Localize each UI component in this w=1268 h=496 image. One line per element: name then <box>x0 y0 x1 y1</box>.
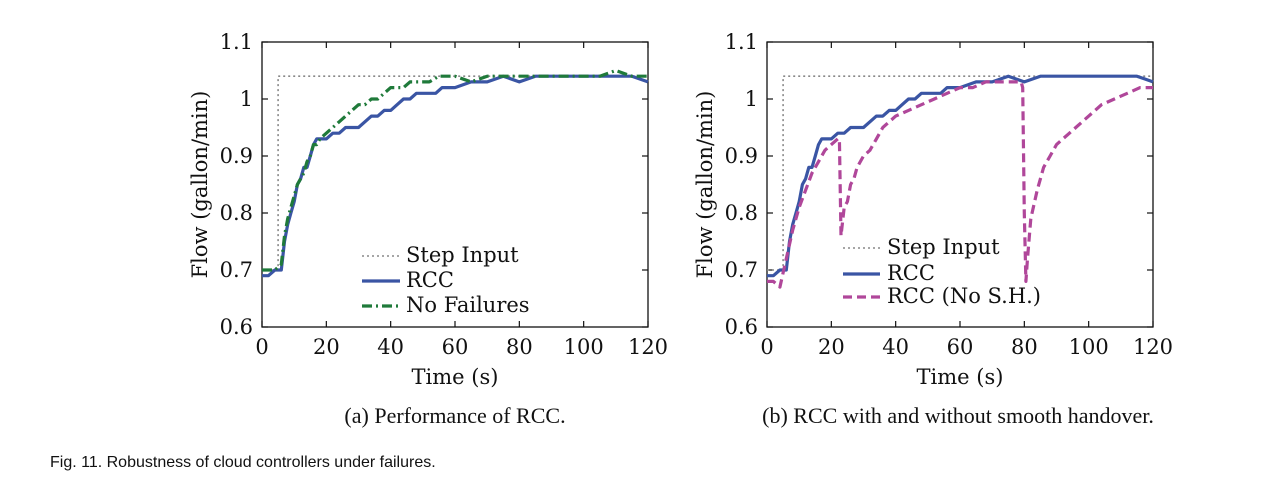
y-tick-label: 0.8 <box>725 201 758 225</box>
x-tick-label: 20 <box>818 335 845 359</box>
series-line-no-failures <box>262 68 648 272</box>
y-tick-label: 0.7 <box>220 258 253 282</box>
figure-caption: Fig. 11. Robustness of cloud controllers… <box>50 454 436 471</box>
chart-a-performance-of-rcc: 0 20 40 60 80 100 120 0.6 0.7 0.8 0.9 1 1.1 Time (s) F… <box>188 30 668 389</box>
legend-label-step-input: Step Input <box>887 235 1000 259</box>
x-tick-label: 40 <box>377 335 404 359</box>
legend-label-step-input: Step Input <box>406 243 519 267</box>
x-tick-label: 60 <box>442 335 469 359</box>
y-tick-label: 0.9 <box>725 144 758 168</box>
legend-label-rcc-no-s-h: RCC (No S.H.) <box>887 284 1041 308</box>
y-tick-label: 0.7 <box>725 258 758 282</box>
x-tick-label: 0 <box>760 335 773 359</box>
plot-frame <box>261 41 649 328</box>
x-tick-label: 100 <box>564 335 604 359</box>
x-tick-label: 120 <box>628 335 668 359</box>
legend-label-rcc: RCC <box>406 268 454 292</box>
x-axis-label: Time (s) <box>412 365 499 389</box>
series-line-rcc <box>767 74 1154 278</box>
series-line-rcc-no-s-h <box>767 80 1153 289</box>
series-line-step-input <box>262 75 648 271</box>
y-tick-label: 0.6 <box>725 315 758 339</box>
x-axis-label: Time (s) <box>917 365 1004 389</box>
y-tick-label: 0.8 <box>220 201 253 225</box>
x-tick-label: 80 <box>1011 335 1038 359</box>
y-axis-label: Flow (gallon/min) <box>188 91 212 279</box>
y-tick-label: 1.1 <box>220 30 253 54</box>
x-tick-label: 80 <box>506 335 533 359</box>
y-tick-label: 1.1 <box>725 30 758 54</box>
x-tick-label: 60 <box>947 335 974 359</box>
chart-b-smooth-handover: 0 20 40 60 80 100 120 0.6 0.7 0.8 0.9 1 1.1 Time (s) F… <box>693 30 1173 389</box>
x-tick-label: 20 <box>313 335 340 359</box>
x-tick-label: 40 <box>882 335 909 359</box>
y-tick-label: 0.6 <box>220 315 253 339</box>
x-tick-label: 0 <box>255 335 268 359</box>
y-tick-label: 1 <box>240 87 253 111</box>
subcaption-a: (a) Performance of RCC. <box>344 403 565 428</box>
subcaption-b: (b) RCC with and without smooth handover… <box>762 403 1154 428</box>
y-tick-label: 0.9 <box>220 144 253 168</box>
legend-label-rcc: RCC <box>887 261 935 285</box>
legend-label-no-failures: No Failures <box>406 293 530 317</box>
y-axis-label: Flow (gallon/min) <box>693 91 717 279</box>
x-tick-label: 120 <box>1133 335 1173 359</box>
y-tick-label: 1 <box>745 87 758 111</box>
x-tick-label: 100 <box>1069 335 1109 359</box>
